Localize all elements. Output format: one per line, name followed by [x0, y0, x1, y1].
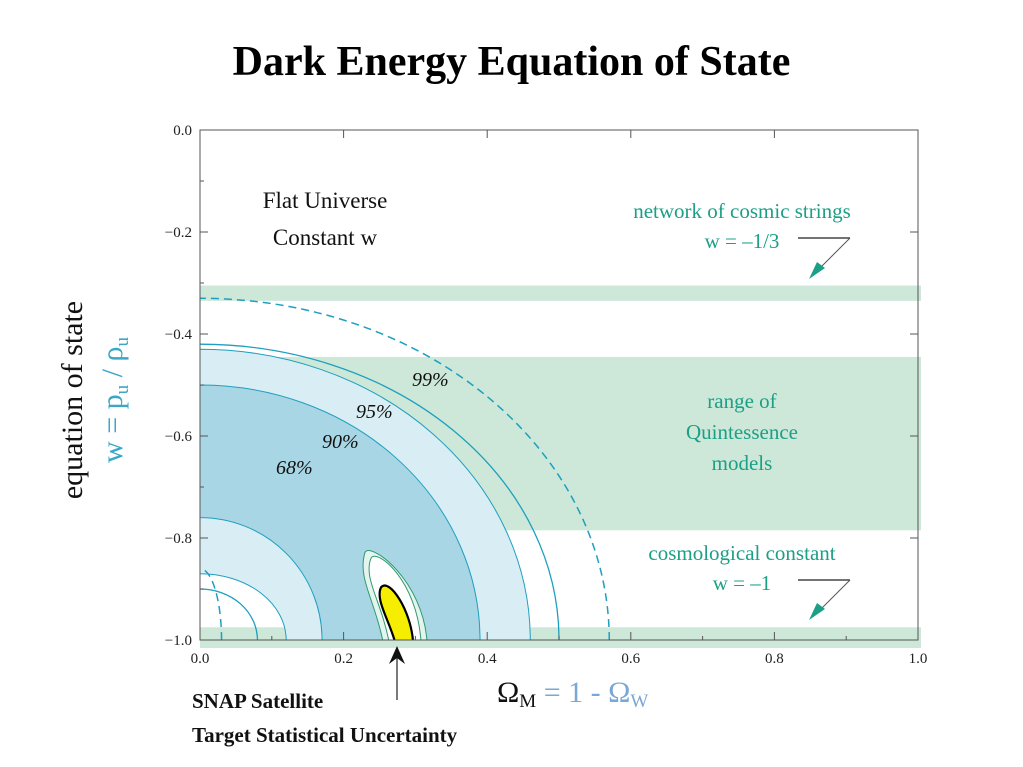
confidence-label-95: 95% [356, 401, 393, 423]
y-tick-label: −0.8 [165, 531, 192, 547]
slide-title: Dark Energy Equation of State [232, 39, 791, 85]
confidence-label-68: 68% [276, 457, 313, 479]
quintessence-label-1: range of [707, 389, 776, 413]
y-axis-label-line2: w = pu / ρu [96, 337, 133, 463]
contour-68-fill [200, 384, 481, 640]
x-axis-label: ΩM = 1 - ΩW [497, 676, 648, 712]
cosmological-constant-arrow-icon [798, 579, 851, 620]
y-axis-label-line1: equation of state [56, 301, 89, 499]
confidence-label-99: 99% [412, 369, 449, 391]
contour-95-inner [200, 588, 259, 640]
x-tick-label: 0.2 [334, 651, 353, 667]
cosmological-constant-w-label: w = –1 [713, 571, 772, 595]
snap-label-1: SNAP Satellite [192, 689, 323, 713]
y-tick-label: 0.0 [173, 123, 192, 139]
quintessence-label-3: models [712, 451, 773, 475]
snap-label-2: Target Statistical Uncertainty [192, 723, 458, 747]
cosmic-strings-label: network of cosmic strings [633, 199, 851, 223]
axis-ticks: 0.0 0.2 0.4 0.6 0.8 1.0 0.0 −0.2 −0.4 −0.6 −0.8 −1.… [165, 123, 928, 667]
flat-universe-label: Flat Universe [263, 188, 388, 213]
band-cosmic-strings [200, 285, 921, 301]
snap-contour-core [378, 584, 414, 640]
contour-99-outer [200, 297, 611, 640]
x-tick-label: 0.4 [478, 651, 497, 667]
x-tick-label: 0.6 [621, 651, 640, 667]
contour-99-inner [200, 567, 223, 640]
contour-95-outer [200, 343, 560, 640]
x-tick-label: 1.0 [909, 651, 928, 667]
y-tick-label: −0.2 [165, 225, 192, 241]
y-tick-label: −0.6 [165, 429, 193, 445]
cosmic-strings-arrow-icon [798, 237, 851, 279]
y-tick-label: −0.4 [165, 327, 193, 343]
cosmological-constant-label: cosmological constant [648, 541, 835, 565]
confidence-contours [200, 297, 611, 640]
quintessence-label-2: Quintessence [686, 420, 798, 444]
x-tick-label: 0.0 [191, 651, 210, 667]
constant-w-label: Constant w [273, 225, 378, 250]
y-tick-label: −1.0 [165, 633, 192, 649]
y-axis-label: equation of state w = pu / ρu [56, 301, 133, 499]
snap-target-arrow-icon [389, 646, 405, 700]
cosmic-strings-w-label: w = –1/3 [705, 229, 780, 253]
confidence-label-90: 90% [322, 431, 359, 453]
x-tick-label: 0.8 [765, 651, 784, 667]
